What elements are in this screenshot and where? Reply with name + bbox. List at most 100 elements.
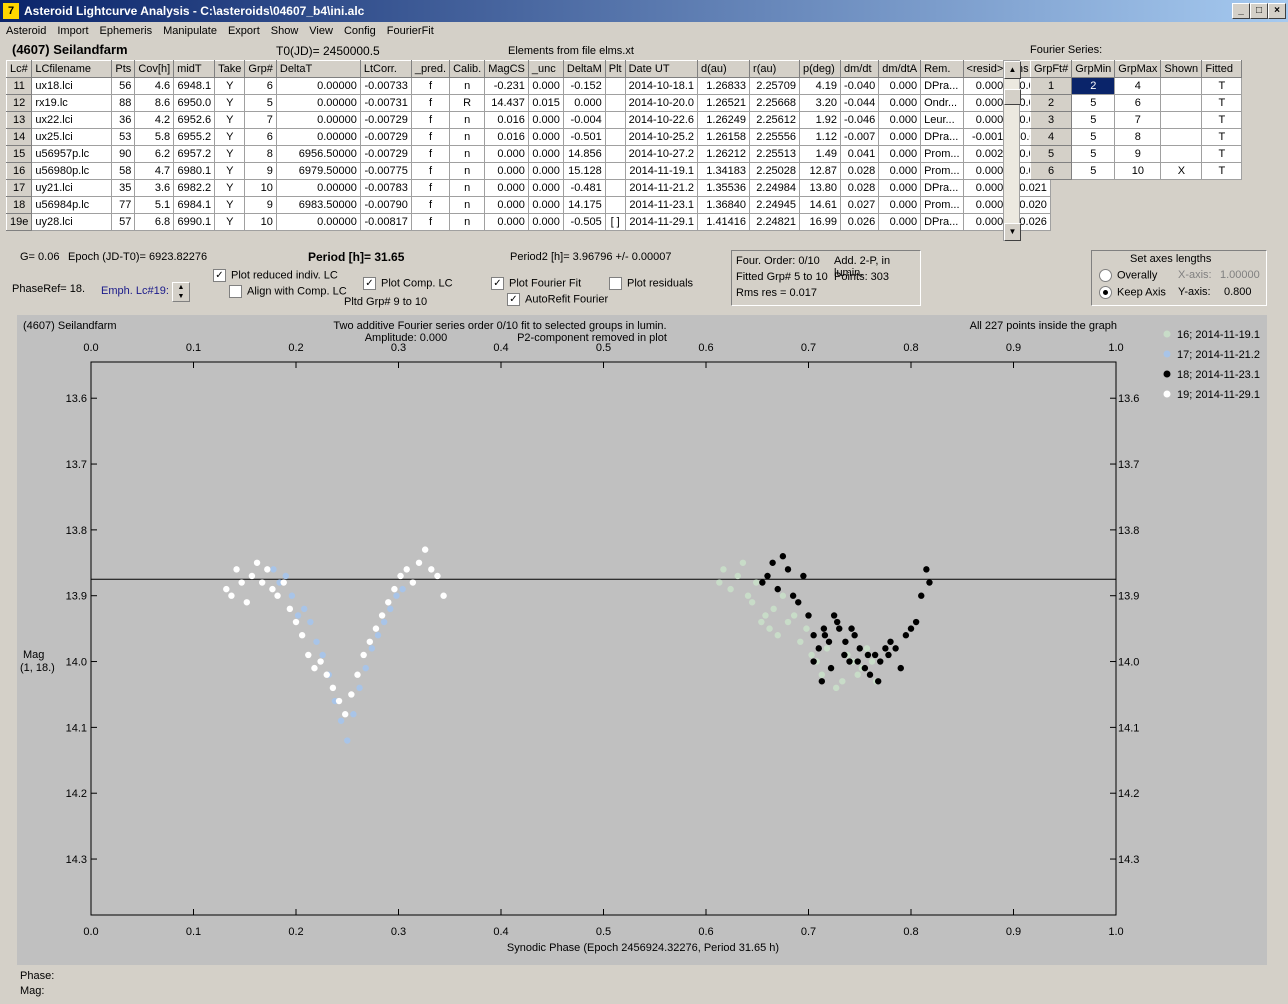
table-cell[interactable]: 0.000	[962, 77, 1008, 95]
table-cell[interactable]: -0.004	[562, 111, 606, 129]
table-cell[interactable]: 0.00000	[275, 94, 361, 112]
fourier-cell[interactable]: 5	[1071, 145, 1116, 163]
table-cell[interactable]: 2014-11-23.1	[624, 196, 699, 214]
table-cell[interactable]: 2.25513	[749, 145, 801, 163]
table-cell[interactable]: 0.000	[878, 179, 922, 197]
fourier-row-header[interactable]: 3	[1029, 111, 1073, 129]
plot-comp-checkbox[interactable]: ✓ Plot Comp. LC	[363, 277, 453, 290]
table-cell[interactable]: -0.00783	[359, 179, 412, 197]
fourier-cell[interactable]: T	[1201, 94, 1243, 112]
column-header[interactable]: Grp#	[244, 60, 277, 78]
table-cell[interactable]: Y	[214, 111, 246, 129]
table-cell[interactable]: 6982.2	[173, 179, 216, 197]
table-cell[interactable]: 0.000	[962, 94, 1008, 112]
row-header[interactable]: 19e	[5, 213, 33, 231]
table-cell[interactable]: Leur...	[920, 111, 964, 129]
table-cell[interactable]: n	[449, 162, 486, 180]
row-header[interactable]: 15	[5, 145, 33, 163]
table-cell[interactable]: 13.80	[799, 179, 842, 197]
table-cell[interactable]: 4.7	[134, 162, 175, 180]
table-cell[interactable]: 0.015	[527, 94, 564, 112]
table-cell[interactable]: 0.000	[878, 213, 922, 231]
table-cell[interactable]: 8.6	[134, 94, 175, 112]
table-cell[interactable]: 9	[244, 196, 277, 214]
fourier-cell[interactable]: T	[1201, 111, 1243, 129]
fourier-cell[interactable]: 8	[1114, 128, 1162, 146]
table-cell[interactable]: 2014-10-25.2	[624, 128, 699, 146]
table-cell[interactable]: 2014-10-27.2	[624, 145, 699, 163]
table-cell[interactable]: 6952.6	[173, 111, 216, 129]
table-cell[interactable]: f	[410, 94, 451, 112]
table-cell[interactable]: 2.24821	[749, 213, 801, 231]
table-row[interactable]: 19e uy28.lci 57 6.8 6990.1 Y 10 0.00000 -0.00817…	[5, 213, 1051, 231]
table-cell[interactable]: 77	[111, 196, 136, 214]
table-cell[interactable]: 0.000	[484, 162, 529, 180]
fourier-cell[interactable]	[1160, 128, 1203, 146]
fourier-column-header[interactable]: GrpMax	[1114, 60, 1162, 78]
table-cell[interactable]: -0.00790	[359, 196, 412, 214]
table-row[interactable]: 14 ux25.lci 53 5.8 6955.2 Y 6 0.00000 -0.00729 f n…	[5, 128, 1051, 146]
table-cell[interactable]: 6955.2	[173, 128, 216, 146]
table-cell[interactable]: -0.231	[484, 77, 529, 95]
table-row[interactable]: 18 u56984p.lc 77 5.1 6984.1 Y 9 6983.50000 -0.00…	[5, 196, 1051, 214]
lightcurve-plot-panel[interactable]: 0.0 0.0 0.1 0.1 0.2 0.2 0.3 0.3 0.4 0.4 0.5 0.5 0.6 0…	[17, 315, 1267, 965]
row-header[interactable]: 18	[5, 196, 33, 214]
table-cell[interactable]: 2014-10-18.1	[624, 77, 699, 95]
scroll-up-arrow[interactable]: ▲	[1004, 61, 1021, 79]
table-cell[interactable]: Y	[214, 196, 246, 214]
plot-reduced-checkbox[interactable]: ✓ Plot reduced indiv. LC	[213, 269, 338, 282]
table-cell[interactable]: DPra...	[920, 179, 964, 197]
plot-fourier-checkbox[interactable]: ✓ Plot Fourier Fit	[491, 277, 581, 290]
maximize-button[interactable]: □	[1250, 3, 1268, 19]
table-cell[interactable]: 0.000	[962, 111, 1008, 129]
table-cell[interactable]: [ ]	[604, 213, 626, 231]
column-header[interactable]: Cov[h]	[134, 60, 175, 78]
table-cell[interactable]: 0.000	[484, 213, 529, 231]
fourier-cell[interactable]: 10	[1114, 162, 1162, 180]
table-cell[interactable]: Y	[214, 128, 246, 146]
autorefit-checkbox[interactable]: ✓ AutoRefit Fourier	[507, 293, 608, 306]
column-header[interactable]: Date UT	[624, 60, 699, 78]
table-cell[interactable]: 90	[111, 145, 136, 163]
table-cell[interactable]: -0.046	[840, 111, 880, 129]
fourier-row-header[interactable]: 6	[1029, 162, 1073, 180]
table-cell[interactable]: Y	[214, 213, 246, 231]
row-header[interactable]: 16	[5, 162, 33, 180]
column-header[interactable]: midT	[173, 60, 216, 78]
table-cell[interactable]: -0.001	[962, 128, 1008, 146]
table-cell[interactable]: ux25.lci	[31, 128, 113, 146]
table-cell[interactable]: 3.6	[134, 179, 175, 197]
table-cell[interactable]: 14.437	[484, 94, 529, 112]
table-cell[interactable]: 2.25028	[749, 162, 801, 180]
table-cell[interactable]: -0.00729	[359, 145, 412, 163]
table-cell[interactable]: 57	[111, 213, 136, 231]
table-cell[interactable]: 14.61	[799, 196, 842, 214]
table-cell[interactable]: n	[449, 128, 486, 146]
table-cell[interactable]: 16.99	[799, 213, 842, 231]
table-cell[interactable]: -0.00733	[359, 77, 412, 95]
fourier-row-header[interactable]: 2	[1029, 94, 1073, 112]
table-cell[interactable]: f	[410, 162, 451, 180]
table-cell[interactable]: 0.000	[484, 179, 529, 197]
table-cell[interactable]: 56	[111, 77, 136, 95]
table-scrollbar[interactable]: ▲ ▼	[1003, 60, 1021, 241]
table-cell[interactable]: 0.00000	[275, 179, 361, 197]
column-header[interactable]: MagCS	[484, 60, 529, 78]
overally-radio[interactable]: Overally	[1099, 269, 1157, 282]
fourier-cell[interactable]: 5	[1071, 128, 1116, 146]
column-header[interactable]: Calib.	[449, 60, 486, 78]
table-cell[interactable]	[604, 128, 626, 146]
column-header[interactable]: d(au)	[697, 60, 751, 78]
table-cell[interactable]: Prom...	[920, 145, 964, 163]
table-cell[interactable]: 1.26158	[697, 128, 751, 146]
fourier-column-header[interactable]: Shown	[1160, 60, 1203, 78]
table-cell[interactable]: 1.12	[799, 128, 842, 146]
table-cell[interactable]: 53	[111, 128, 136, 146]
table-cell[interactable]: 0.000	[484, 145, 529, 163]
table-row[interactable]: 13 ux22.lci 36 4.2 6952.6 Y 7 0.00000 -0.00729 f n…	[5, 111, 1051, 129]
table-cell[interactable]: 4.2	[134, 111, 175, 129]
table-cell[interactable]: 0.000	[878, 162, 922, 180]
table-cell[interactable]: DPra...	[920, 213, 964, 231]
table-cell[interactable]: 0.000	[527, 196, 564, 214]
